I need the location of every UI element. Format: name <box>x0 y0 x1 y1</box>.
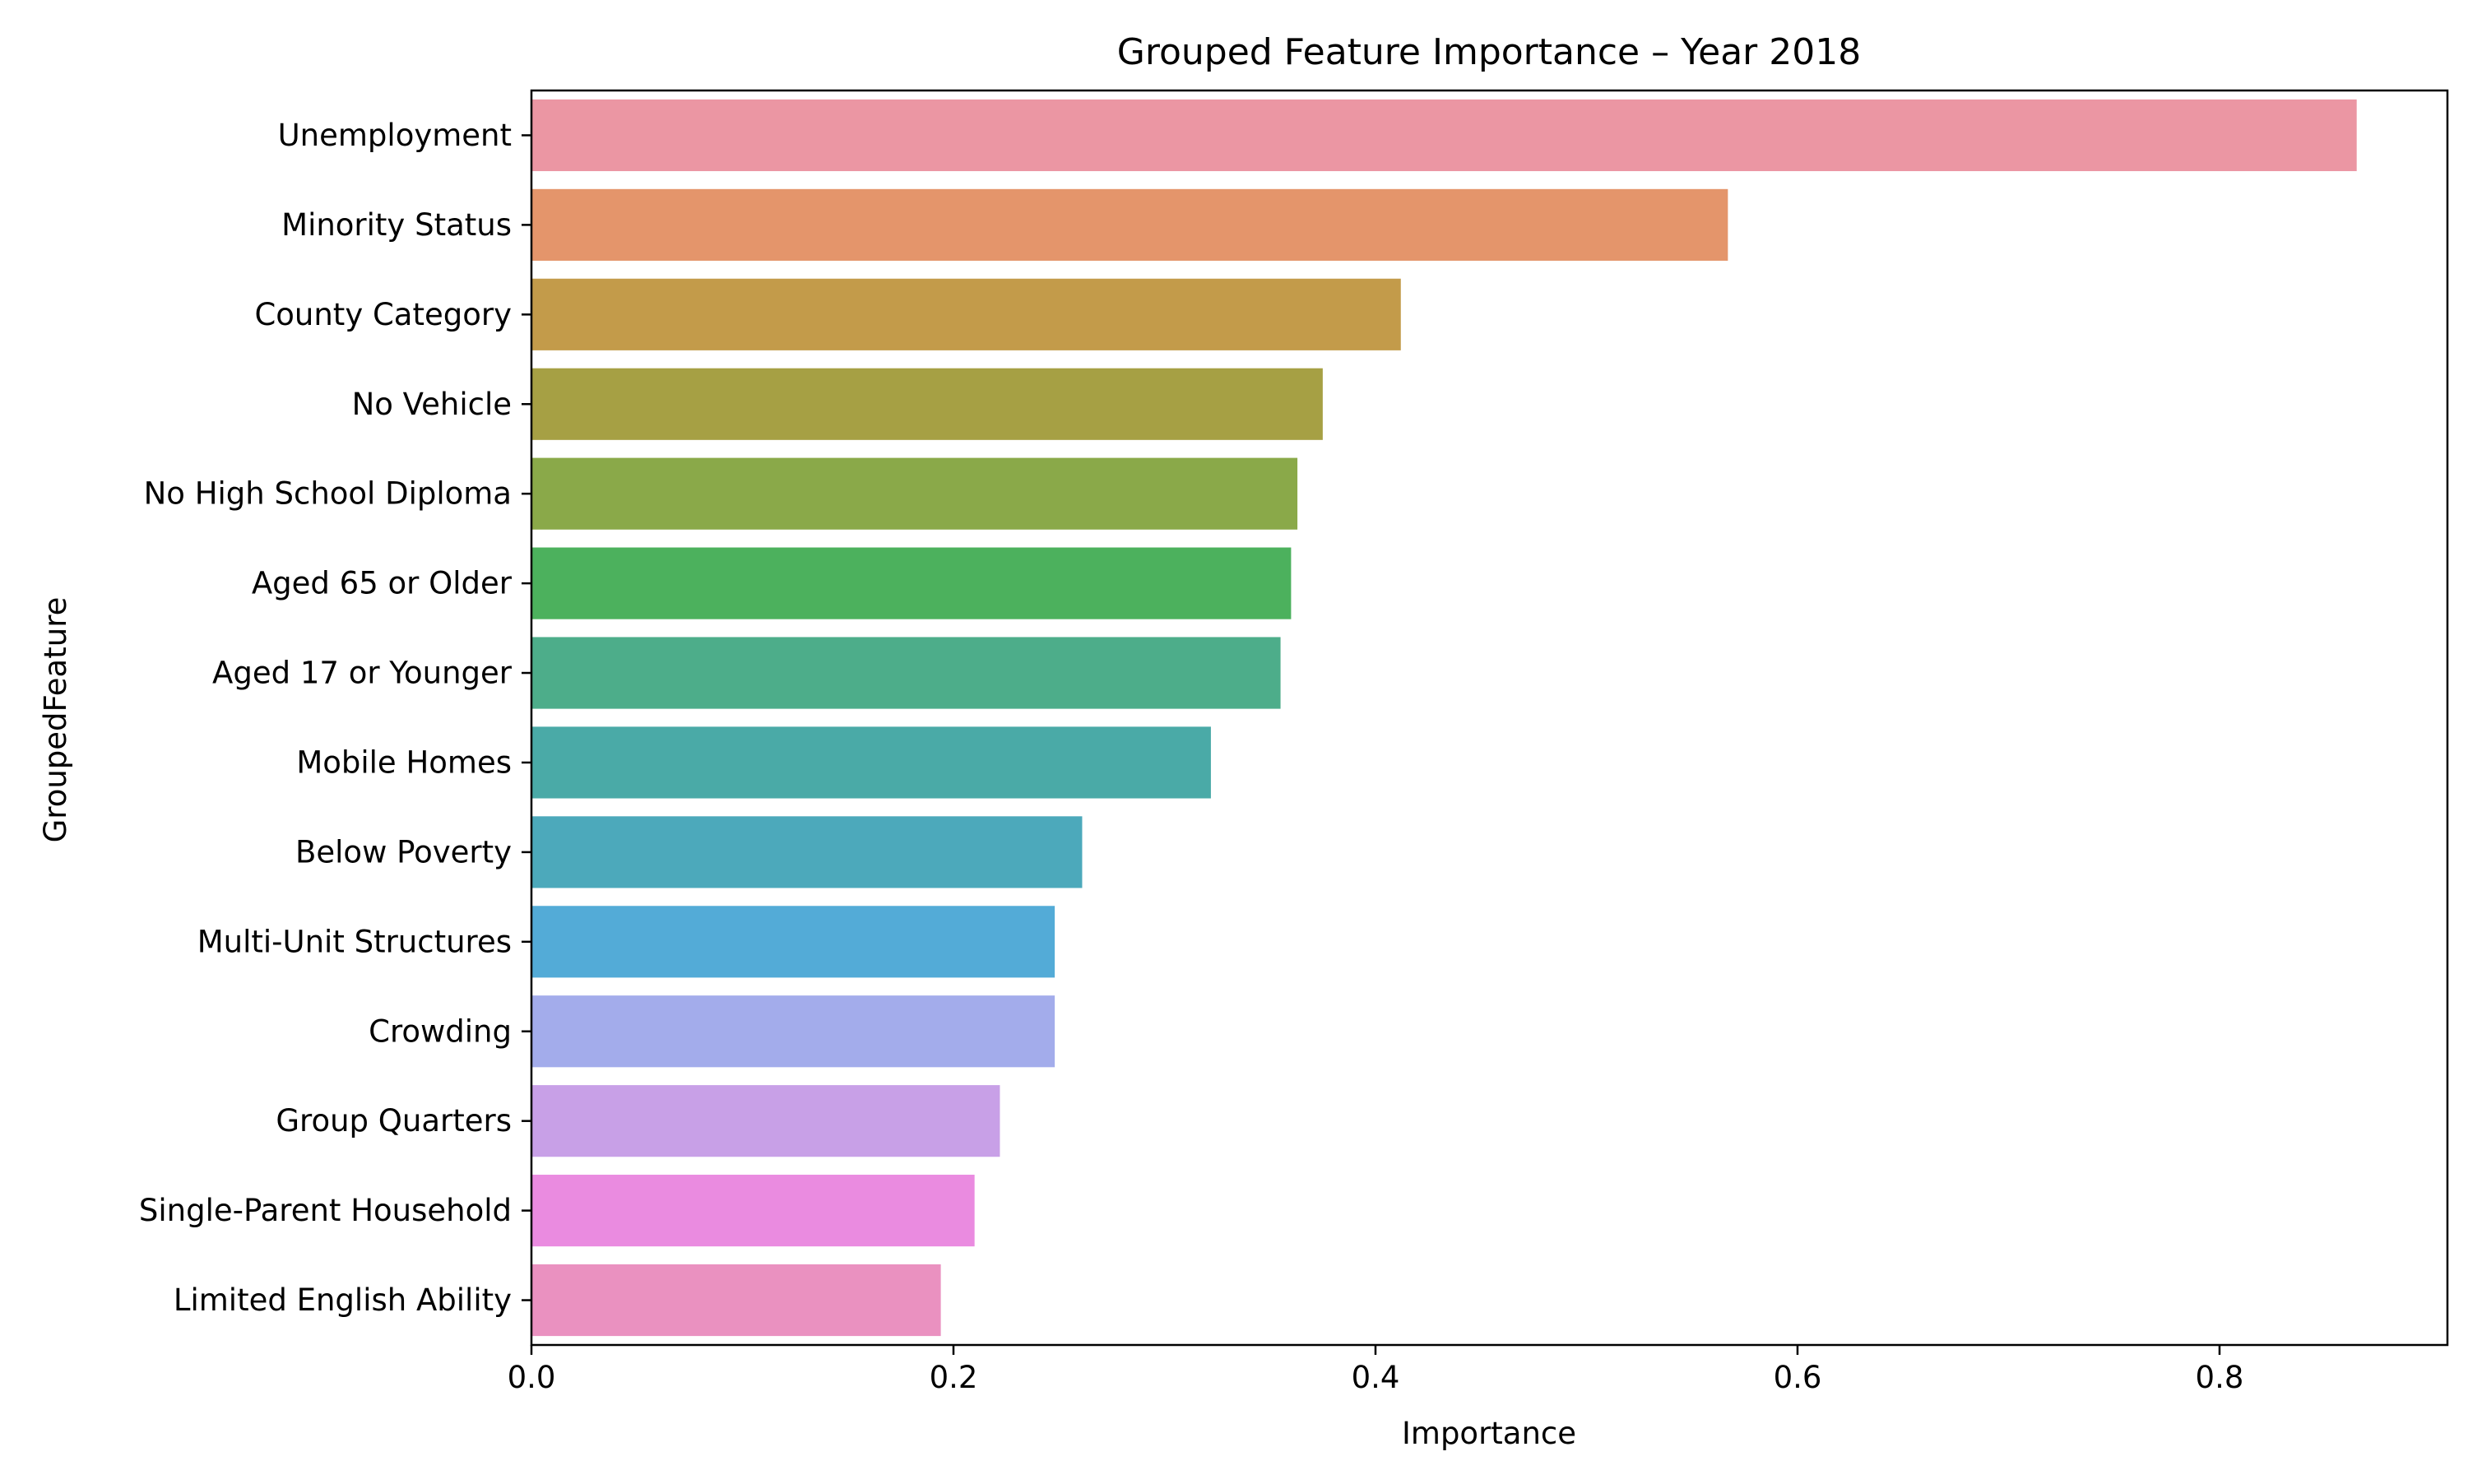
y-tick-label: Crowding <box>369 1013 512 1049</box>
x-tick-label: 0.0 <box>508 1360 556 1395</box>
y-tick-label: Single-Parent Household <box>139 1193 512 1228</box>
y-tick-label: Mobile Homes <box>296 744 512 780</box>
y-tick-label: Aged 17 or Younger <box>212 656 513 691</box>
y-axis-label: GroupedFeature <box>38 597 73 843</box>
x-axis-label: Importance <box>1402 1416 1576 1451</box>
x-tick-label: 0.2 <box>930 1360 978 1395</box>
bar-aged-65-or-older <box>531 547 1292 619</box>
bar-group-quarters <box>531 1085 1000 1157</box>
bar-unemployment <box>531 99 2357 172</box>
y-tick-label: Group Quarters <box>276 1103 512 1139</box>
bar-single-parent-household <box>531 1175 975 1247</box>
x-axis-ticks: 0.0 0.2 0.4 0.6 0.8 <box>508 1345 2244 1395</box>
bar-below-poverty <box>531 816 1083 888</box>
bars-group <box>531 99 2357 1337</box>
y-tick-label: Limited English Ability <box>174 1282 512 1318</box>
bar-minority-status <box>531 188 1728 261</box>
bar-no-vehicle <box>531 368 1323 440</box>
x-tick-label: 0.6 <box>1774 1360 1822 1395</box>
y-axis-ticks: Unemployment Minority Status County Catego… <box>139 118 531 1318</box>
y-tick-label: No Vehicle <box>352 387 512 422</box>
y-tick-label: Unemployment <box>278 118 512 153</box>
chart-title: Grouped Feature Importance – Year 2018 <box>1117 31 1861 73</box>
bar-aged-17-or-younger <box>531 637 1281 709</box>
y-tick-label: No High School Diploma <box>144 476 512 512</box>
bar-crowding <box>531 995 1055 1068</box>
x-tick-label: 0.8 <box>2196 1360 2244 1395</box>
y-tick-label: Aged 65 or Older <box>252 566 513 601</box>
bar-multi-unit-structures <box>531 906 1055 978</box>
y-tick-label: Multi-Unit Structures <box>197 924 512 959</box>
bar-limited-english-ability <box>531 1264 941 1337</box>
bar-county-category <box>531 278 1401 350</box>
bar-mobile-homes <box>531 726 1211 799</box>
bar-no-high-school-diploma <box>531 457 1298 530</box>
y-tick-label: County Category <box>254 297 512 332</box>
x-tick-label: 0.4 <box>1352 1360 1400 1395</box>
y-tick-label: Below Poverty <box>295 834 512 870</box>
plot-frame <box>530 89 2449 1347</box>
y-tick-label: Minority Status <box>281 207 512 243</box>
